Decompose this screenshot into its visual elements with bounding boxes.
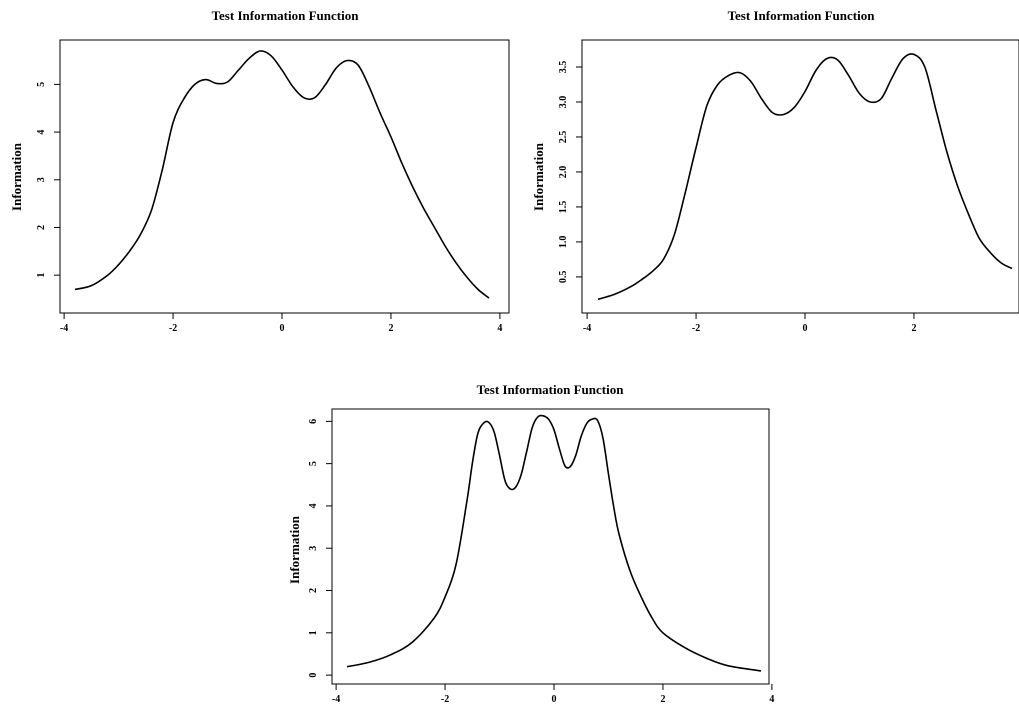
x-tick-label: -2: [692, 323, 700, 334]
x-tick-label: 2: [911, 323, 916, 334]
x-tick-label: -2: [169, 323, 177, 334]
y-tick-label: 2.0: [558, 166, 569, 179]
plot-frame: [581, 39, 1019, 314]
y-axis-label: Information: [287, 515, 302, 584]
x-tick-label: 4: [769, 694, 774, 705]
y-axis-label: Information: [531, 142, 546, 211]
y-tick-label: 0.5: [558, 271, 569, 284]
x-tick-label: -4: [332, 694, 340, 705]
y-tick-label: 3.0: [558, 96, 569, 109]
y-tick-label: 2: [36, 225, 47, 230]
y-tick-label: 5: [308, 461, 319, 466]
x-tick-label: -4: [60, 323, 68, 334]
y-tick-label: 2: [308, 588, 319, 593]
chart-title: Test Information Function: [477, 382, 625, 397]
y-tick-label: 3.5: [558, 61, 569, 74]
information-curve: [346, 414, 762, 672]
y-tick-label: 1.0: [558, 236, 569, 249]
y-tick-label: 3: [308, 546, 319, 551]
chart-title: Test Information Function: [728, 8, 876, 23]
y-tick-label: 1: [308, 630, 319, 635]
x-tick-label: 0: [552, 694, 557, 705]
y-tick-group: 1 2 3 4 5: [36, 82, 60, 278]
y-tick-label: 2.5: [558, 131, 569, 144]
chart-panel-top-right: Test Information Function Information -4…: [531, 8, 1019, 334]
x-tick-group: -4 -2 0 2 4: [60, 313, 502, 334]
x-tick-label: 0: [280, 323, 285, 334]
x-tick-label: 2: [660, 694, 665, 705]
y-tick-label: 0: [308, 673, 319, 678]
y-tick-label: 6: [308, 419, 319, 424]
y-tick-label: 4: [36, 130, 47, 135]
y-axis-label: Information: [9, 142, 24, 211]
x-tick-label: -2: [441, 694, 449, 705]
x-tick-group: -4 -2 0 2: [583, 313, 916, 334]
chart-panel-bottom-center: Test Information Function Information -4…: [287, 382, 774, 705]
x-tick-label: -4: [583, 323, 591, 334]
chart-title: Test Information Function: [212, 8, 360, 23]
y-tick-label: 1: [36, 273, 47, 278]
chart-panel-top-left: Test Information Function Information -4…: [9, 8, 510, 334]
x-tick-label: 4: [497, 323, 502, 334]
x-tick-group: -4 -2 0 2 4: [332, 684, 774, 705]
y-tick-group: 0.5 1.0 1.5 2.0 2.5 3.0 3.5: [558, 61, 582, 283]
x-tick-label: 0: [803, 323, 808, 334]
information-curve: [74, 50, 490, 299]
information-curve: [597, 53, 1013, 301]
plot-frame: [59, 39, 510, 314]
y-tick-group: 0 1 2 3 4 5 6: [308, 419, 332, 678]
y-tick-label: 5: [36, 82, 47, 87]
y-tick-label: 1.5: [558, 201, 569, 214]
y-tick-label: 4: [308, 503, 319, 508]
y-tick-label: 3: [36, 177, 47, 182]
x-tick-label: 2: [388, 323, 393, 334]
plot-frame: [331, 408, 770, 685]
